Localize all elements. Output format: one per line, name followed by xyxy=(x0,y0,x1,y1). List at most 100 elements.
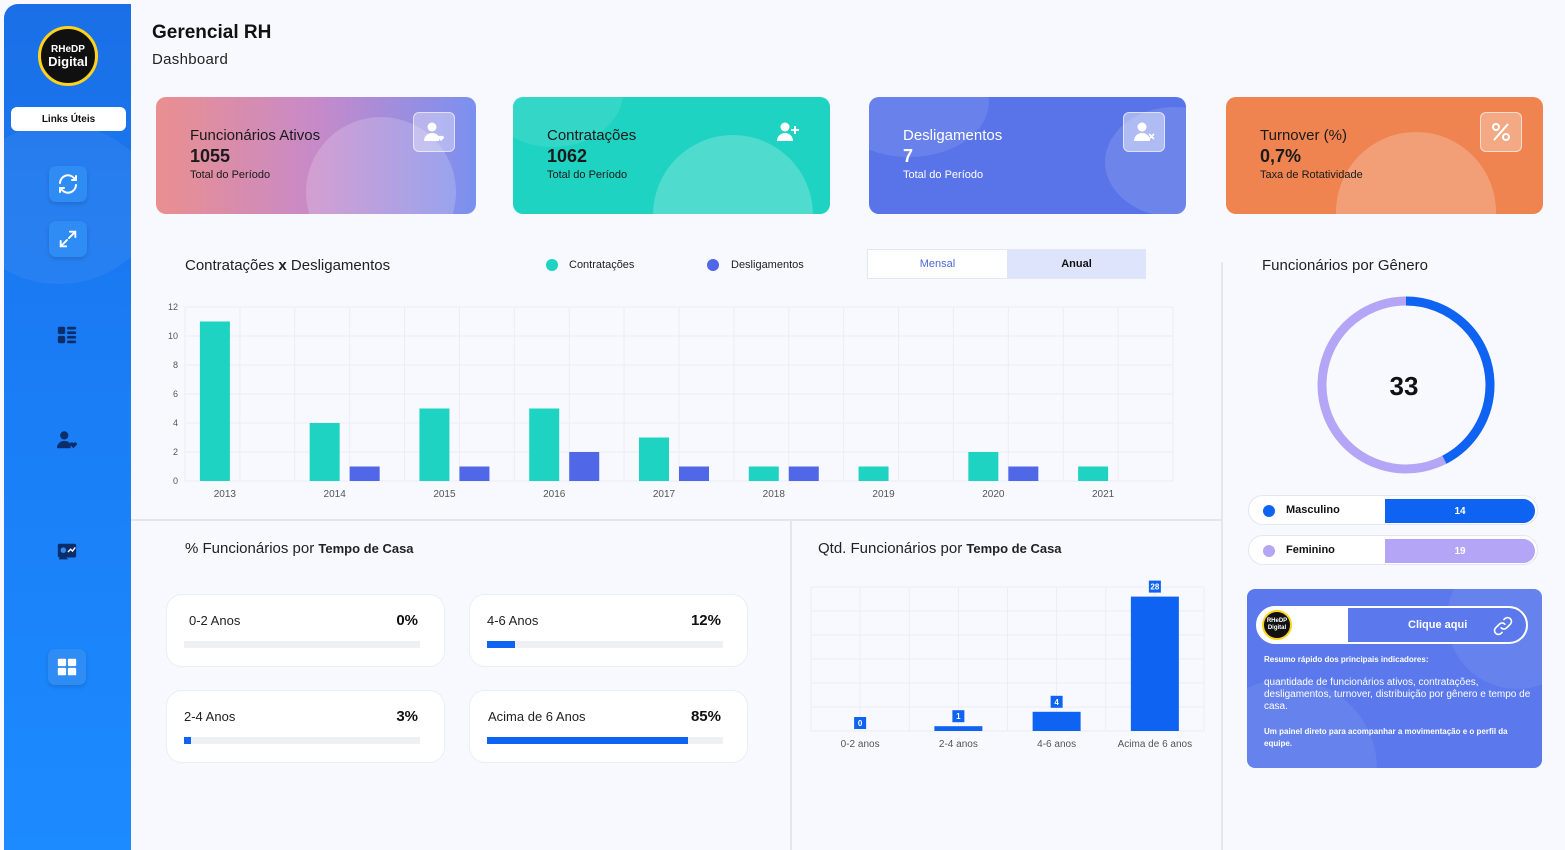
y-tick-label: 2 xyxy=(173,447,178,457)
x-tick-label: 2015 xyxy=(433,489,456,500)
clique-aqui-button[interactable]: Clique aqui xyxy=(1348,608,1526,642)
logo-text-bottom: Digital xyxy=(48,53,88,69)
y-tick-label: 4 xyxy=(173,418,178,428)
tenure-label: 4-6 Anos xyxy=(487,613,539,628)
tenure-value: 3% xyxy=(396,708,418,725)
bar-hires xyxy=(419,408,450,481)
tenure-track xyxy=(184,641,420,648)
male-value: 14 xyxy=(1385,499,1535,523)
kpi-value: 1055 xyxy=(190,146,231,166)
clique-aqui-pill[interactable]: RHeDP Digital Clique aqui xyxy=(1256,606,1528,644)
bar-terminations xyxy=(679,466,709,481)
links-uteis-button[interactable]: Links Úteis xyxy=(11,107,126,131)
tenure-qty-chart: 0 0-2 anos 1 2-4 anos 4 4-6 anos 28 Acima de 6 … xyxy=(810,580,1205,750)
legend-terminations-label: Desligamentos xyxy=(731,259,804,271)
user-heart-icon xyxy=(413,112,455,152)
info-heading: Resumo rápido dos principais indicadores… xyxy=(1264,655,1429,664)
female-value: 19 xyxy=(1385,539,1535,563)
bar-terminations xyxy=(788,466,819,481)
sidebar-item-overview[interactable] xyxy=(48,317,86,353)
tenure-card-6-plus: Acima de 6 Anos 85% xyxy=(469,690,748,763)
bar-hires xyxy=(968,452,999,481)
tenure-card-2-4: 2-4 Anos 3% xyxy=(166,690,445,763)
refresh-icon xyxy=(59,174,77,194)
x-tick-label: 2014 xyxy=(324,489,347,500)
bar-terminations xyxy=(349,466,380,481)
info-footer: Um painel direto para acompanhar a movim… xyxy=(1264,727,1508,748)
data-label: 1 xyxy=(956,712,961,721)
info-panel: RHeDP Digital Clique aqui Resumo rápido … xyxy=(1247,589,1542,768)
data-label-bg xyxy=(1050,695,1063,708)
legend-hires-dot xyxy=(546,259,558,271)
kpi-card-terminations[interactable]: Desligamentos 7 Total do Período xyxy=(869,97,1186,214)
kpi-label: Desligamentos xyxy=(903,127,1003,144)
gender-row-male[interactable]: Masculino 14 xyxy=(1248,495,1538,525)
data-label-bg xyxy=(952,710,965,723)
user-heart-icon xyxy=(56,431,77,449)
tenure-progress xyxy=(184,737,192,744)
period-toggle: Mensal Anual xyxy=(867,249,1146,279)
kpi-card-active-employees[interactable]: Funcionários Ativos 1055 Total do Períod… xyxy=(156,97,476,214)
sidebar-item-analytics[interactable] xyxy=(48,534,86,570)
kpi-value: 1062 xyxy=(547,146,588,166)
x-tick-label: Acima de 6 anos xyxy=(1118,739,1193,750)
x-tick-label: 2020 xyxy=(982,489,1005,500)
bar-terminations xyxy=(459,466,490,481)
kpi-label: Contratações xyxy=(547,127,637,144)
x-tick-label: 0-2 anos xyxy=(841,739,880,750)
bar-tenure xyxy=(1130,596,1179,731)
expand-button[interactable] xyxy=(49,221,87,257)
tenure-card-0-2: 0-2 Anos 0% xyxy=(166,594,445,667)
y-tick-label: 0 xyxy=(173,476,178,486)
toggle-annual[interactable]: Anual xyxy=(1007,250,1146,278)
tenure-track xyxy=(487,641,723,648)
tenure-value: 0% xyxy=(396,612,418,629)
bar-tenure xyxy=(934,726,983,731)
data-label: 28 xyxy=(1150,583,1159,592)
clique-aqui-label: Clique aqui xyxy=(1408,619,1468,631)
kpi-value: 7 xyxy=(903,146,914,166)
x-tick-label: 2013 xyxy=(214,489,237,500)
dashboard-icon xyxy=(57,658,77,676)
tenure-label: Acima de 6 Anos xyxy=(488,709,586,724)
grid-list-icon xyxy=(57,326,77,344)
x-tick-label: 2-4 anos xyxy=(939,739,978,750)
tenure-card-4-6: 4-6 Anos 12% xyxy=(469,594,748,667)
kpi-sub: Total do Período xyxy=(190,169,271,181)
tenure-track xyxy=(487,737,723,744)
x-tick-label: 2019 xyxy=(872,489,895,500)
info-description: quantidade de funcionários ativos, contr… xyxy=(1264,677,1531,712)
kpi-sub: Total do Período xyxy=(903,169,984,181)
tenure-label: 2-4 Anos xyxy=(184,709,236,724)
female-dot xyxy=(1263,545,1275,557)
tenure-track xyxy=(184,737,420,744)
data-label-bg xyxy=(854,717,867,729)
tenure-value: 85% xyxy=(690,708,721,725)
kpi-label: Funcionários Ativos xyxy=(190,127,321,144)
tenure-progress xyxy=(487,641,516,648)
user-remove-icon xyxy=(1123,112,1165,152)
male-label: Masculino xyxy=(1286,504,1340,516)
sidebar-item-dashboard[interactable] xyxy=(48,649,86,685)
app-logo[interactable]: RHeDP Digital xyxy=(38,26,98,86)
toggle-monthly[interactable]: Mensal xyxy=(919,258,956,270)
data-label-bg xyxy=(1148,580,1161,593)
x-tick-label: 2016 xyxy=(543,489,566,500)
tenure-pct-title: % Funcionários por Tempo de Casa xyxy=(185,540,414,557)
tenure-value: 12% xyxy=(690,612,721,629)
bar-tenure xyxy=(1032,711,1081,731)
kpi-card-turnover[interactable]: Turnover (%) 0,7% Taxa de Rotatividade xyxy=(1226,97,1543,214)
sidebar-item-employees[interactable] xyxy=(48,422,86,458)
y-tick-label: 10 xyxy=(168,331,178,341)
bar-hires xyxy=(858,466,889,481)
tenure-progress xyxy=(487,737,688,744)
tenure-qty-title: Qtd. Funcionários por Tempo de Casa xyxy=(818,540,1062,557)
male-dot xyxy=(1263,505,1275,517)
kpi-card-hires[interactable]: Contratações 1062 Total do Período xyxy=(513,97,830,214)
bar-hires xyxy=(748,466,779,481)
bar-terminations xyxy=(1008,466,1039,481)
gender-title: Funcionários por Gênero xyxy=(1262,257,1428,274)
refresh-button[interactable] xyxy=(49,166,87,202)
y-tick-label: 12 xyxy=(168,302,178,312)
gender-row-female[interactable]: Feminino 19 xyxy=(1248,535,1538,565)
